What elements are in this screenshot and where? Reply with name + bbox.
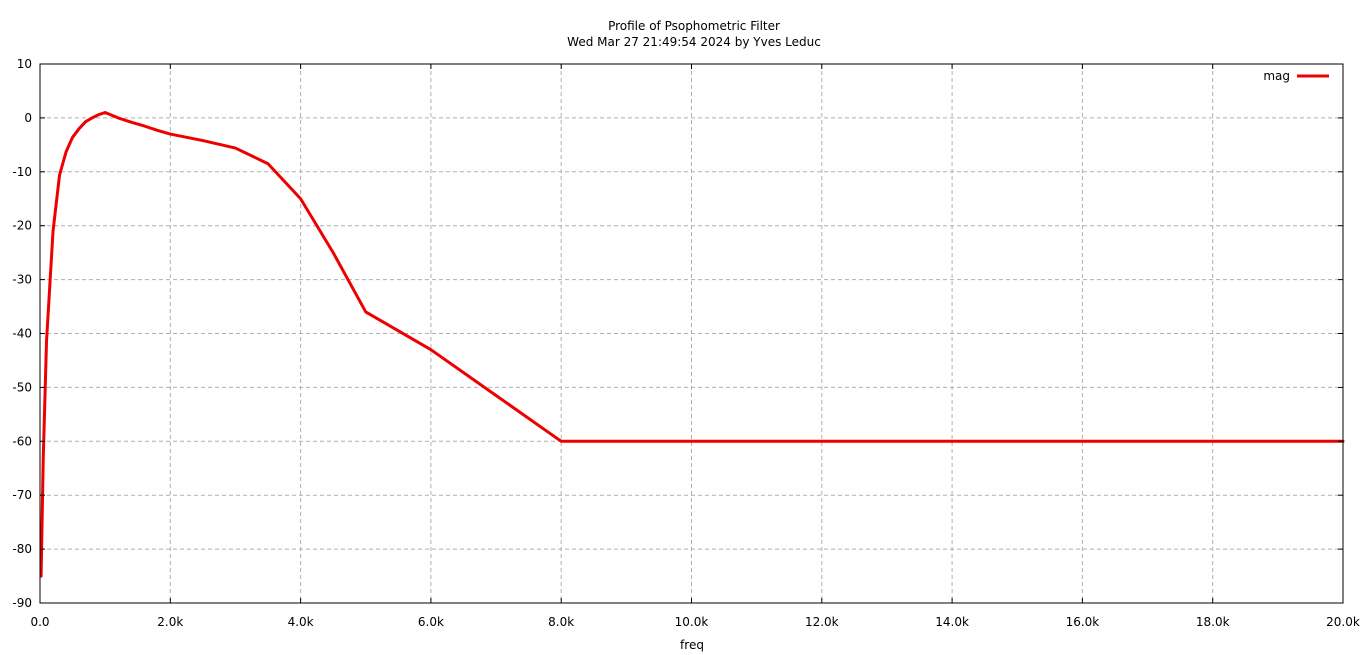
y-tick-label: -50 (12, 380, 32, 394)
y-tick-label: -70 (12, 488, 32, 502)
x-tick-label: 18.0k (1196, 615, 1230, 629)
x-tick-label: 10.0k (675, 615, 709, 629)
y-tick-label: -90 (12, 596, 32, 610)
x-tick-label: 16.0k (1066, 615, 1100, 629)
y-tick-label: 10 (17, 57, 32, 71)
legend: mag (1263, 69, 1329, 83)
x-tick-label: 8.0k (548, 615, 574, 629)
y-tick-label: -30 (12, 273, 32, 287)
x-tick-label: 12.0k (805, 615, 839, 629)
y-tick-label: -80 (12, 542, 32, 556)
x-tick-label: 20.0k (1326, 615, 1360, 629)
series-line-mag (39, 111, 1345, 578)
ticks-layer: 0.0 2.0k 4.0k 6.0k 8.0k 10.0k 12.0k 14.0k 16.0k 1… (12, 57, 1359, 629)
x-tick-label: 4.0k (288, 615, 314, 629)
series-layer (39, 111, 1345, 578)
chart-title: Profile of Psophometric Filter (608, 19, 780, 33)
chart-subtitle: Wed Mar 27 21:49:54 2024 by Yves Leduc (567, 35, 821, 49)
x-tick-label: 6.0k (418, 615, 444, 629)
x-tick-label: 14.0k (935, 615, 969, 629)
x-axis-label: freq (680, 638, 704, 652)
x-tick-label: 2.0k (157, 615, 183, 629)
y-tick-label: -20 (12, 219, 32, 233)
grid-layer (40, 64, 1343, 603)
x-tick-label: 0.0 (30, 615, 49, 629)
y-tick-label: -60 (12, 434, 32, 448)
legend-label: mag (1263, 69, 1290, 83)
y-tick-label: -10 (12, 165, 32, 179)
y-tick-label: -40 (12, 327, 32, 341)
y-tick-label: 0 (24, 111, 32, 125)
